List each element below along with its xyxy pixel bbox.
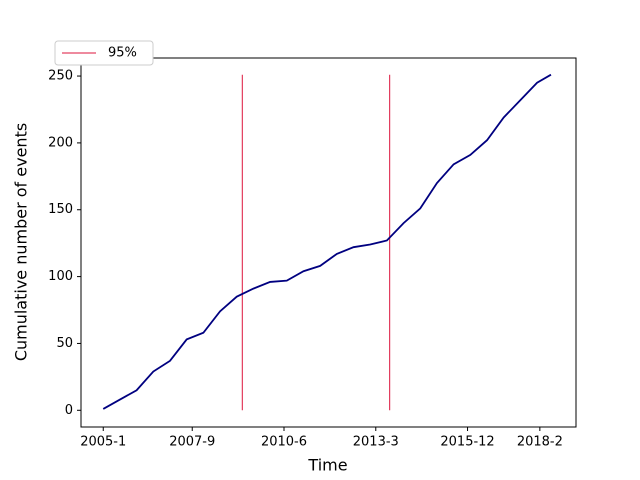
legend-label: 95% [108,46,137,61]
y-tick-label: 50 [56,336,73,351]
x-tick-label: 2015-12 [440,435,494,450]
x-tick-label: 2010-6 [261,435,307,450]
x-axis-label: Time [307,456,347,475]
data-line [102,73,552,410]
axes-frame [80,57,577,428]
x-tick-label: 2005-1 [80,435,126,450]
x-tick-label: 2013-3 [353,435,399,450]
legend-box [54,40,154,66]
y-tick-label: 200 [48,135,73,150]
y-tick-label: 250 [48,69,73,84]
y-tick-label: 100 [48,269,73,284]
y-tick-label: 0 [65,403,73,418]
y-tick-label: 150 [48,202,73,217]
x-tick-label: 2007-9 [169,435,215,450]
x-tick-label: 2018-2 [517,435,563,450]
y-axis-label: Cumulative number of events [12,123,31,361]
